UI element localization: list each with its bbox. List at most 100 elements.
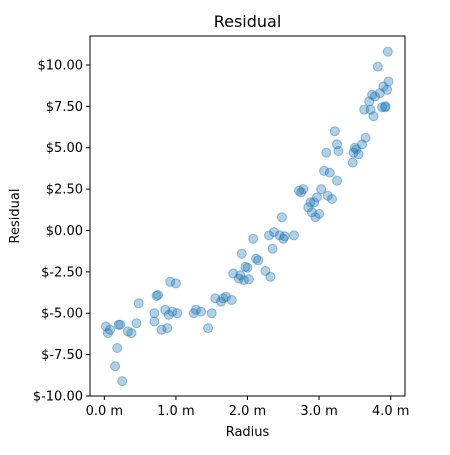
data-point [191, 304, 201, 315]
data-point [378, 81, 389, 92]
data-point [276, 212, 287, 223]
data-point [117, 376, 128, 387]
data-point [188, 308, 199, 319]
plot-frame [89, 35, 406, 397]
data-point [242, 262, 253, 273]
y-tick-label: $2.50 [46, 183, 83, 198]
data-point [374, 88, 385, 99]
data-point [170, 278, 181, 289]
y-tick-label: $10.00 [38, 58, 84, 73]
data-point [359, 104, 370, 115]
y-tick-label: $-7.50 [41, 348, 83, 363]
data-point [122, 326, 133, 337]
data-point [156, 324, 167, 335]
data-point [294, 185, 304, 196]
data-point [357, 139, 367, 150]
x-tick-label: 0.0 m [86, 404, 123, 419]
data-point [238, 275, 249, 286]
data-point [131, 318, 142, 329]
data-point [310, 212, 321, 223]
data-point [105, 324, 115, 335]
data-point [368, 111, 379, 122]
data-point [216, 296, 226, 307]
data-point [360, 132, 371, 143]
y-tick-label: $-5.00 [41, 307, 83, 322]
data-point [167, 306, 178, 317]
data-point [196, 306, 206, 317]
data-point [162, 323, 173, 334]
data-point [353, 149, 364, 160]
data-point [267, 243, 278, 254]
data-point [113, 319, 124, 330]
data-point [306, 207, 317, 218]
data-point [226, 295, 237, 305]
data-point [380, 101, 391, 112]
x-tick-label: 3.0 m [300, 404, 337, 419]
data-point [265, 271, 276, 282]
data-point [149, 308, 160, 319]
data-point [260, 266, 271, 276]
data-point [206, 308, 217, 319]
data-point [324, 167, 335, 178]
data-point [151, 290, 162, 301]
data-point [364, 96, 375, 107]
data-point [329, 126, 340, 137]
data-point [279, 231, 290, 242]
data-point [309, 197, 320, 208]
data-point [210, 293, 221, 304]
data-point [248, 233, 259, 244]
data-point [278, 233, 289, 244]
data-point [347, 157, 358, 168]
data-point [322, 190, 333, 201]
data-point [351, 144, 362, 155]
data-point [233, 273, 244, 284]
data-point [296, 187, 307, 198]
data-point [102, 328, 113, 339]
x-tick-label: 1.0 m [157, 404, 194, 419]
data-point [348, 147, 359, 158]
data-point [160, 304, 171, 315]
data-point [382, 46, 393, 57]
data-point [349, 142, 360, 153]
data-point [115, 319, 126, 330]
data-point [149, 316, 160, 327]
data-point [100, 321, 111, 332]
data-point [332, 139, 342, 150]
data-point [240, 261, 251, 272]
y-tick-label: $5.00 [46, 141, 83, 156]
data-point [235, 270, 246, 281]
data-point [243, 274, 254, 285]
data-point [314, 208, 325, 219]
y-tick-label: $0.00 [46, 224, 83, 239]
y-tick-label: $-10.00 [33, 390, 83, 405]
data-point [382, 84, 393, 95]
data-point [327, 194, 337, 204]
data-point [383, 76, 394, 87]
y-axis-label: Residual [8, 189, 23, 244]
data-point [321, 147, 332, 158]
data-point [126, 328, 137, 339]
data-point [377, 102, 388, 113]
data-points [100, 46, 394, 387]
y-tick-label: $-2.50 [41, 265, 83, 280]
data-point [253, 255, 264, 266]
x-axis-ticks: 0.0 m 1.0 m 2.0 m 3.0 m 4.0 m [86, 396, 409, 419]
data-point [203, 323, 214, 334]
data-point [228, 268, 239, 279]
data-point [172, 308, 183, 319]
data-point [298, 184, 309, 195]
data-point [251, 253, 262, 264]
data-point [372, 61, 383, 72]
data-point [269, 227, 279, 238]
x-axis-label: Radius [226, 425, 270, 440]
y-axis-ticks: $-10.00 $-7.50 $-5.00 $-2.50 $0.00 $2.50 $5.00… [33, 58, 90, 405]
data-point [153, 290, 163, 300]
data-point [332, 175, 342, 186]
x-tick-label: 2.0 m [229, 404, 266, 419]
data-point [133, 298, 144, 309]
data-point [165, 276, 176, 287]
data-point [163, 309, 174, 320]
